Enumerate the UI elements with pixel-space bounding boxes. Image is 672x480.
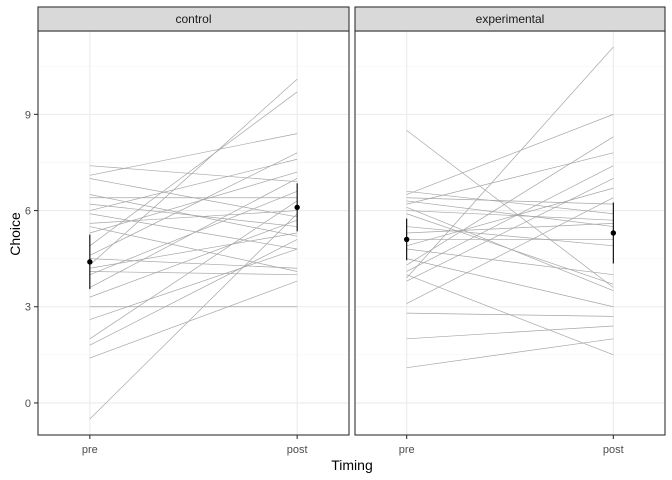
- subject-line: [89, 171, 298, 234]
- subject-line: [406, 258, 614, 308]
- subject-line: [406, 190, 614, 215]
- mean-point-pre: [403, 236, 410, 243]
- subject-line: [89, 232, 298, 269]
- subject-line: [406, 187, 614, 247]
- subject-line: [89, 271, 298, 276]
- subject-line: [406, 200, 614, 227]
- subject-line: [89, 248, 298, 320]
- subject-line: [406, 178, 614, 282]
- x-tick-label: pre: [82, 444, 98, 456]
- facet-panel-experimental: experimental: [354, 6, 666, 436]
- subject-line: [406, 136, 614, 266]
- subject-line: [89, 210, 298, 224]
- subject-line: [406, 152, 614, 205]
- y-axis-title: Choice: [7, 212, 23, 256]
- x-axis: pre post pre post: [82, 435, 624, 456]
- subject-line: [406, 223, 614, 234]
- facet-strip-label: experimental: [476, 12, 545, 26]
- subject-line: [406, 130, 614, 288]
- x-tick-label: post: [603, 444, 624, 456]
- subject-line: [89, 91, 298, 247]
- subject-line: [89, 219, 298, 298]
- subject-line: [406, 338, 614, 369]
- mean-point-pre: [87, 259, 93, 265]
- subject-line: [406, 165, 614, 272]
- subject-line: [406, 213, 614, 285]
- facets-layer: control experimental: [37, 6, 666, 436]
- subject-line: [406, 325, 614, 340]
- subject-line: [89, 178, 298, 288]
- mean-point-post: [294, 204, 300, 211]
- subject-line: [89, 152, 298, 256]
- subject-line: [89, 200, 298, 340]
- x-tick-label: post: [287, 444, 308, 456]
- mean-point-post: [610, 230, 617, 236]
- y-axis: 0 3 6 9: [25, 109, 38, 410]
- subject-line: [89, 280, 298, 359]
- facet-strip: [354, 6, 666, 32]
- subject-line: [406, 312, 614, 317]
- subject-line: [406, 248, 614, 276]
- x-tick-label: pre: [399, 444, 415, 456]
- subject-line: [89, 213, 298, 420]
- subject-line: [89, 78, 298, 266]
- subject-line: [89, 203, 298, 227]
- subject-line: [89, 158, 298, 211]
- y-tick-label: 0: [25, 398, 31, 410]
- facet-strip-label: control: [175, 12, 211, 26]
- subject-line: [89, 239, 298, 346]
- facet-strip: [37, 6, 350, 32]
- y-tick-label: 3: [25, 302, 31, 314]
- subject-line: [406, 226, 614, 247]
- subject-line: [406, 114, 614, 195]
- subject-line: [406, 210, 614, 221]
- subject-line: [406, 46, 614, 279]
- facet-panel-control: control: [37, 6, 350, 436]
- y-tick-label: 9: [25, 109, 31, 121]
- subject-line: [406, 197, 614, 304]
- subject-line: [89, 213, 298, 250]
- panel-background: [355, 31, 665, 435]
- subject-line: [89, 133, 298, 176]
- x-axis-title: Timing: [331, 457, 373, 473]
- y-tick-label: 6: [25, 206, 31, 218]
- subject-line: [89, 258, 298, 269]
